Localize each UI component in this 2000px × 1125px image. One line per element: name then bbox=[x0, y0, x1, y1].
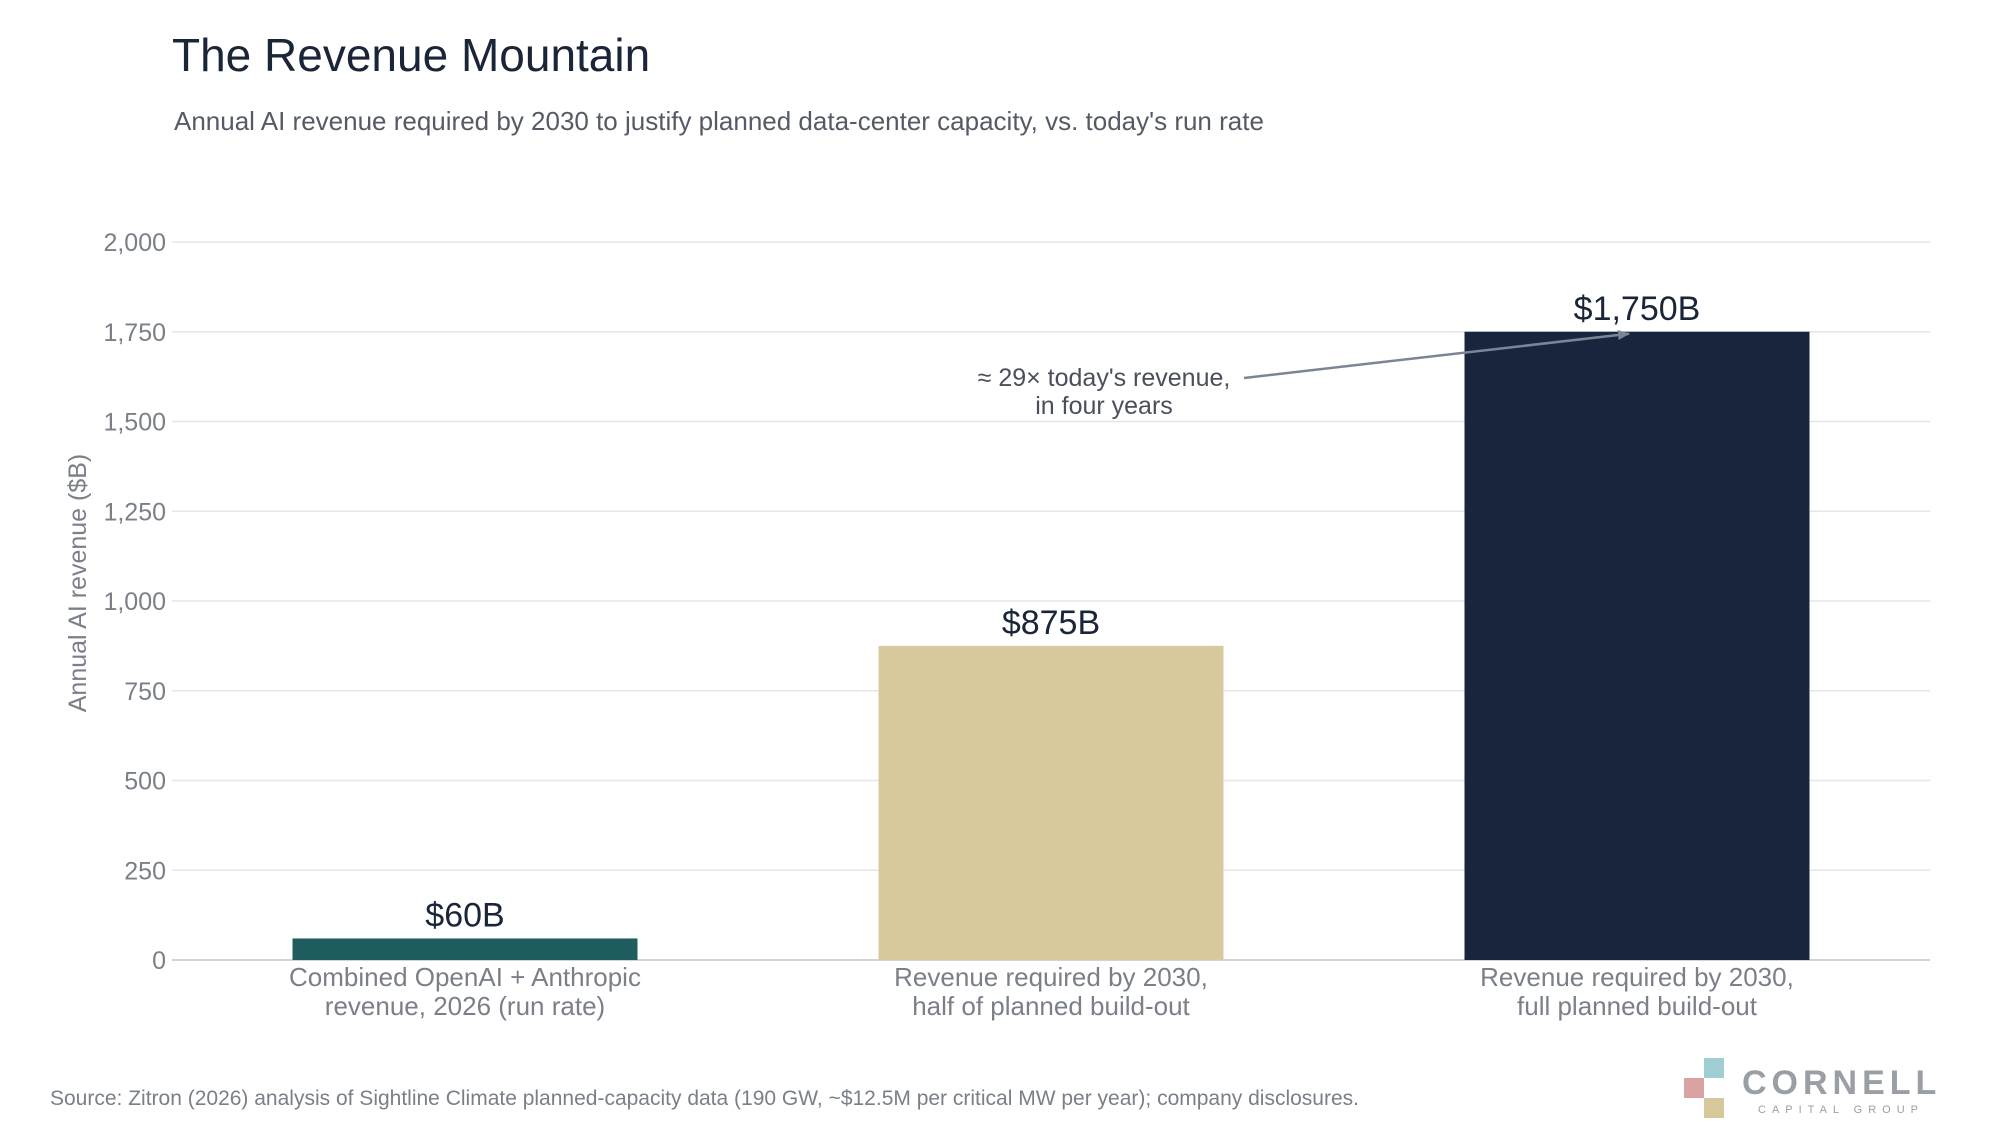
logo-wordmark: CORNELL bbox=[1742, 1064, 1942, 1102]
y-tick-label: 250 bbox=[124, 857, 166, 885]
y-tick-label: 750 bbox=[124, 678, 166, 706]
x-tick-label-line: revenue, 2026 (run rate) bbox=[325, 991, 605, 1021]
x-tick-label-line: Revenue required by 2030, bbox=[894, 962, 1208, 992]
annotation-arrow bbox=[1243, 330, 1630, 380]
x-tick-label-line: full planned build-out bbox=[1517, 991, 1758, 1021]
y-tick-label: 0 bbox=[152, 947, 166, 975]
bar bbox=[878, 645, 1224, 960]
company-logo: CORNELL CAPITAL GROUP bbox=[1680, 1056, 1950, 1118]
y-tick-label: 1,750 bbox=[103, 319, 166, 347]
source-note: Source: Zitron (2026) analysis of Sightl… bbox=[50, 1087, 1359, 1110]
chart-title: The Revenue Mountain bbox=[172, 29, 651, 81]
value-label: $60B bbox=[425, 896, 504, 934]
y-tick-label: 1,500 bbox=[103, 409, 166, 437]
value-label: $1,750B bbox=[1574, 290, 1701, 328]
y-tick-label: 1,250 bbox=[103, 498, 166, 526]
x-tick-label-line: Combined OpenAI + Anthropic bbox=[289, 962, 641, 992]
y-tick-label: 1,000 bbox=[103, 588, 166, 616]
x-tick-label: Revenue required by 2030, half of planned… bbox=[894, 962, 1208, 1021]
annotation-line: ≈ 29× today's revenue, bbox=[978, 364, 1231, 392]
x-axis-ticks: Combined OpenAI + Anthropic revenue, 2026… bbox=[289, 962, 1794, 1021]
value-label: $875B bbox=[1002, 604, 1100, 642]
x-tick-label: Combined OpenAI + Anthropic revenue, 2026… bbox=[289, 962, 641, 1021]
x-tick-label-line: Revenue required by 2030, bbox=[1480, 962, 1794, 992]
annotation: ≈ 29× today's revenue, in four years bbox=[978, 330, 1630, 420]
annotation-line: in four years bbox=[1035, 392, 1173, 420]
y-axis-ticks: 0 250 500 750 1,000 1,250 1,500 1,750 2,000 bbox=[103, 229, 166, 975]
x-tick-label-line: half of planned build-out bbox=[912, 991, 1190, 1021]
bars bbox=[292, 331, 1810, 960]
logo-square-teal bbox=[1704, 1058, 1724, 1078]
y-axis-label: Annual AI revenue ($B) bbox=[64, 454, 92, 713]
logo-square-rose bbox=[1684, 1078, 1704, 1098]
chart-subtitle: Annual AI revenue required by 2030 to ju… bbox=[174, 106, 1264, 136]
x-tick-label: Revenue required by 2030, full planned bu… bbox=[1480, 962, 1794, 1021]
annotation-text: ≈ 29× today's revenue, in four years bbox=[978, 364, 1231, 420]
bar bbox=[1464, 331, 1810, 960]
value-labels: $60B $875B $1,750B bbox=[425, 290, 1700, 935]
logo-square-sand bbox=[1704, 1098, 1724, 1118]
y-tick-label: 2,000 bbox=[103, 229, 166, 257]
logo-tagline: CAPITAL GROUP bbox=[1758, 1104, 1925, 1116]
y-tick-label: 500 bbox=[124, 768, 166, 796]
bar bbox=[292, 938, 638, 960]
